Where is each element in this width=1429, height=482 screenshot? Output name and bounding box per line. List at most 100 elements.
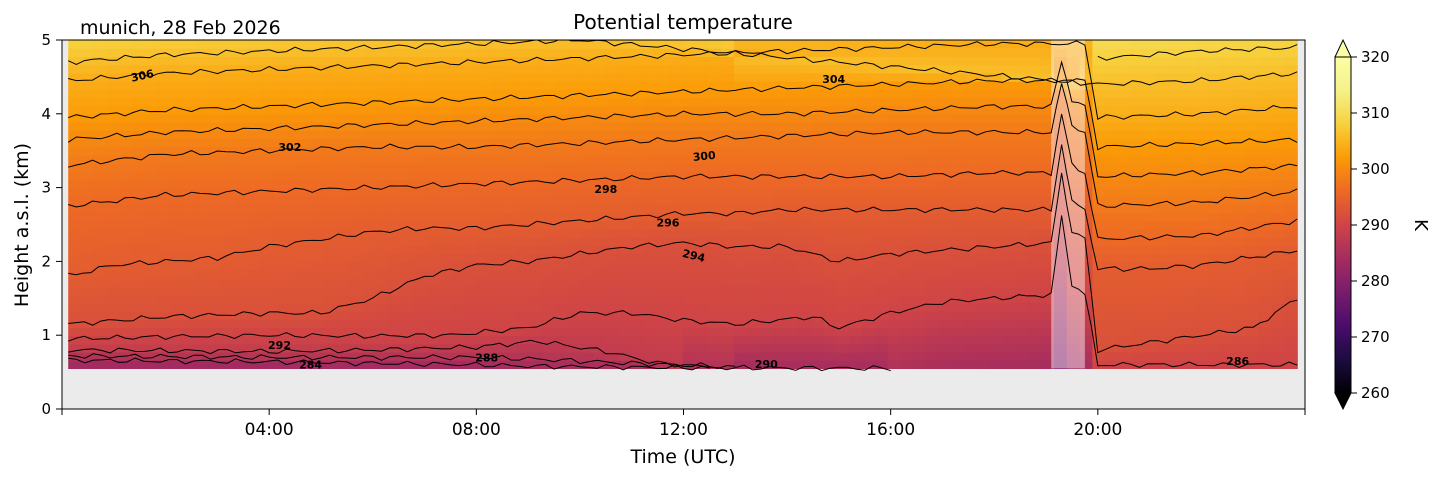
field-cell: [285, 122, 300, 131]
field-cell: [452, 146, 466, 156]
field-cell: [810, 212, 825, 222]
field-cell: [887, 179, 901, 189]
field-cell: [657, 40, 671, 49]
field-cell: [913, 138, 927, 148]
field-cell: [465, 294, 479, 304]
field-cell: [401, 195, 415, 205]
field-cell: [1105, 237, 1119, 246]
field-cell: [759, 154, 773, 164]
field-cell: [1028, 220, 1042, 230]
field-cell: [413, 154, 428, 164]
field-cell: [951, 40, 965, 49]
field-cell: [721, 122, 735, 131]
field-cell: [605, 310, 620, 320]
field-cell: [618, 278, 633, 287]
field-cell: [797, 286, 812, 296]
field-cell: [708, 253, 722, 263]
field-cell: [874, 286, 889, 296]
field-cell: [554, 245, 569, 255]
field-cell: [823, 253, 837, 263]
field-cell: [337, 138, 351, 148]
field-cell: [362, 335, 377, 345]
field-cell: [273, 245, 287, 255]
field-cell: [618, 212, 633, 222]
field-cell: [145, 294, 159, 304]
field-cell: [490, 310, 505, 320]
field-cell: [849, 327, 863, 337]
field-cell: [1002, 187, 1017, 197]
field-cell: [554, 294, 569, 304]
field-cell: [772, 310, 786, 320]
field-cell: [196, 302, 210, 312]
field-cell: [669, 195, 684, 205]
field-cell: [413, 64, 428, 74]
field-cell: [132, 212, 146, 222]
field-cell: [836, 310, 850, 320]
field-cell: [106, 48, 121, 58]
field-cell: [413, 122, 428, 131]
field-cell: [375, 237, 389, 246]
field-cell: [1233, 327, 1247, 337]
field-cell: [1092, 278, 1106, 287]
field-cell: [887, 138, 901, 148]
field-cell: [1041, 302, 1055, 312]
field-cell: [1066, 89, 1081, 99]
field-cell: [682, 48, 697, 58]
field-cell: [452, 212, 466, 222]
field-cell: [1117, 245, 1132, 255]
field-cell: [695, 261, 709, 271]
field-cell: [234, 253, 249, 263]
field-cell: [106, 154, 121, 164]
field-cell: [1143, 171, 1158, 181]
field-cell: [1156, 187, 1170, 197]
field-cell: [925, 220, 940, 230]
field-cell: [580, 351, 594, 361]
field-cell: [669, 212, 684, 222]
field-cell: [1079, 179, 1093, 189]
contour-label-304: 304: [822, 73, 845, 86]
field-cell: [874, 154, 889, 164]
field-cell: [1105, 48, 1119, 58]
field-cell: [1028, 228, 1042, 238]
field-cell: [593, 81, 607, 90]
field-cell: [209, 163, 223, 172]
field-cell: [580, 187, 594, 197]
field-cell: [874, 319, 889, 328]
field-cell: [580, 327, 594, 337]
field-cell: [247, 220, 261, 230]
field-cell: [797, 360, 812, 370]
field-cell: [797, 335, 812, 345]
field-cell: [477, 269, 492, 279]
field-cell: [1015, 360, 1029, 370]
field-cell: [593, 163, 607, 172]
field-cell: [593, 48, 607, 58]
field-cell: [874, 253, 889, 263]
field-cell: [452, 187, 466, 197]
field-cell: [695, 48, 709, 58]
field-cell: [503, 269, 517, 279]
field-cell: [746, 269, 761, 279]
field-cell: [516, 130, 530, 140]
field-cell: [900, 343, 914, 353]
field-cell: [618, 310, 633, 320]
field-cell: [260, 212, 274, 222]
field-cell: [733, 360, 748, 370]
field-cell: [964, 130, 978, 140]
field-cell: [1028, 154, 1042, 164]
field-cell: [1066, 105, 1081, 115]
field-cell: [234, 89, 249, 99]
field-cell: [311, 204, 325, 214]
field-cell: [337, 195, 351, 205]
field-cell: [196, 179, 210, 189]
field-cell: [708, 204, 722, 214]
field-cell: [324, 163, 338, 172]
field-cell: [644, 40, 658, 49]
field-cell: [132, 48, 146, 58]
field-cell: [580, 245, 594, 255]
field-cell: [938, 360, 953, 370]
field-cell: [209, 269, 223, 279]
field-cell: [1194, 138, 1209, 148]
field-cell: [836, 212, 850, 222]
field-cell: [810, 319, 825, 328]
field-cell: [1015, 286, 1029, 296]
